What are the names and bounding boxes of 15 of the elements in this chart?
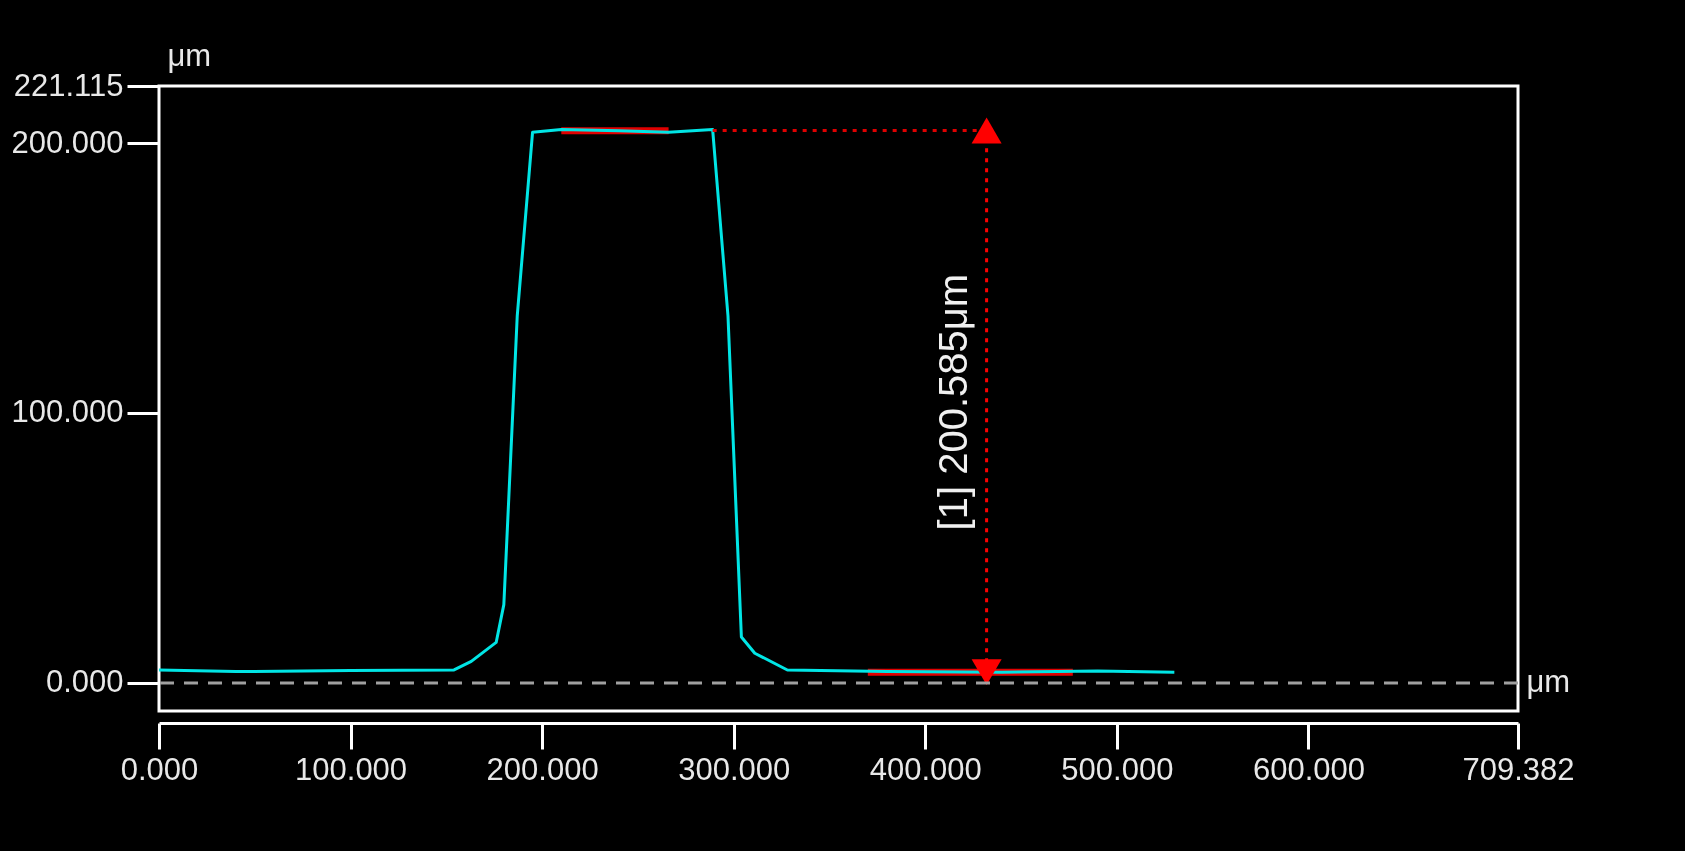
annotation: [1] 200.585μm [930,273,975,531]
x-tick-label: 200.000 [486,751,599,787]
y-tick-label: 221.115 [13,67,124,103]
x-tick-label: 709.382 [1462,751,1575,787]
x-tick-label: 600.000 [1252,751,1365,787]
y-tick-label: 200.000 [11,124,124,160]
x-tick-label: 300.000 [678,751,791,787]
x-axis-title: μm [1526,664,1571,700]
x-tick-label: 400.000 [869,751,982,787]
y-tick-label: 0.000 [45,664,124,700]
y-axis-title: μm [167,37,212,73]
x-tick-label: 100.000 [295,751,408,787]
x-tick-label: 500.000 [1061,751,1174,787]
x-tick-label: 0.000 [120,751,199,787]
y-tick-label: 100.000 [11,394,124,430]
